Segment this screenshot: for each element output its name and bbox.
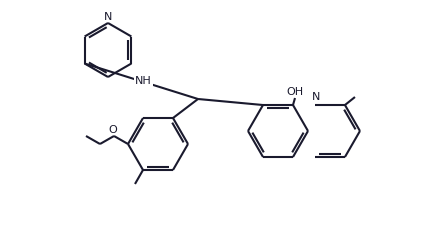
Text: N: N: [104, 12, 112, 22]
Text: N: N: [312, 92, 320, 102]
Text: NH: NH: [135, 76, 151, 86]
Text: O: O: [108, 125, 117, 135]
Text: OH: OH: [287, 87, 303, 97]
